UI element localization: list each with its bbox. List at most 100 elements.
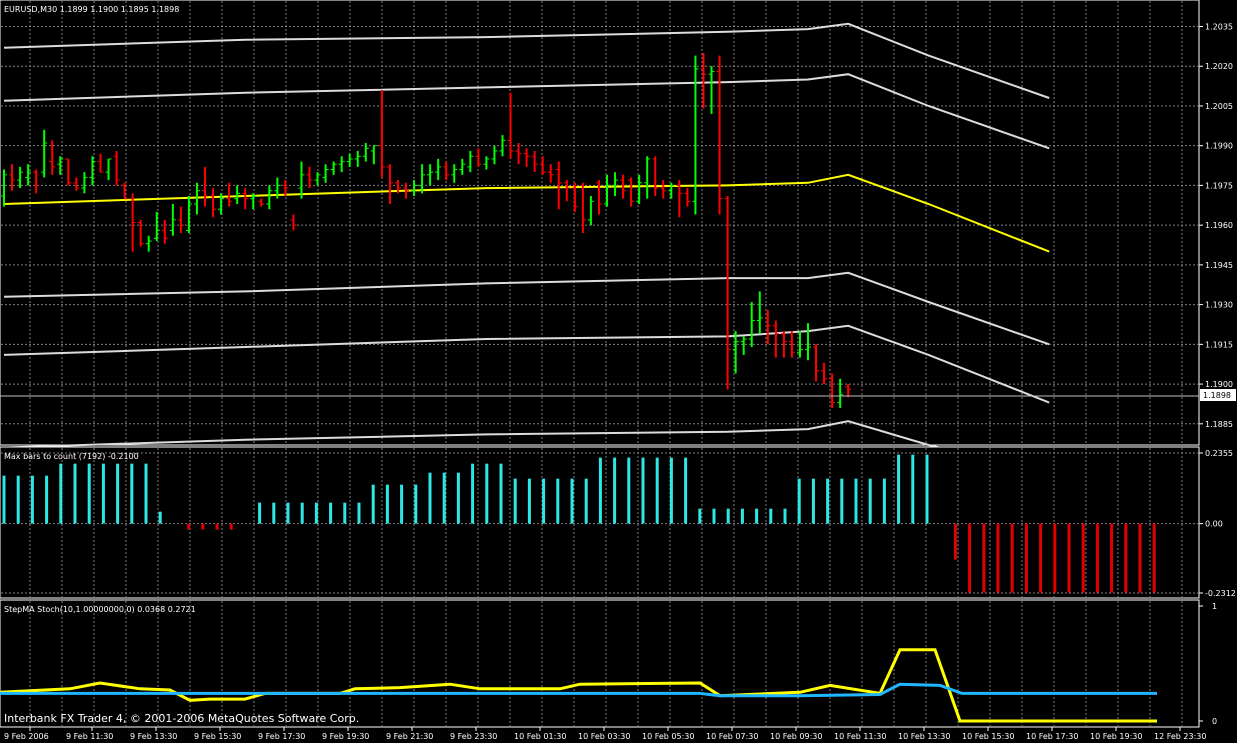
price-panel[interactable]: EURUSD,M30 1.1899 1.1900 1.1895 1.1898 (0, 0, 1200, 476)
ohlc-bar (499, 135, 506, 157)
ohlc-bar (290, 214, 297, 231)
ohlc-bar (378, 90, 385, 178)
ohlc-bar (161, 219, 168, 244)
ohlc-bar (796, 331, 803, 358)
ohlc-bar (9, 164, 16, 191)
ohlc-bar (65, 158, 72, 186)
ohlc-bar (177, 206, 184, 234)
ohlc-bar (403, 182, 409, 199)
stoch-panel[interactable]: StepMA Stoch(10,1.00000000,0) 0.0368 0.2… (0, 599, 1200, 728)
ohlc-bar (386, 164, 393, 204)
ohlc-bar (571, 182, 578, 212)
ohlc-bar (322, 164, 329, 183)
ohlc-bar (555, 161, 562, 210)
ohlc-bar (411, 180, 418, 197)
time-tick-label: 10 Feb 11:30 (834, 732, 886, 741)
time-tick-label: 9 Feb 17:30 (258, 732, 305, 741)
time-tick-label: 9 Feb 19:30 (322, 732, 369, 741)
ohlc-bar (845, 384, 852, 398)
ohlc-bar (105, 158, 112, 181)
ohlc-bar (17, 166, 24, 189)
price-tick-label: 1.2005 (1205, 102, 1233, 111)
histogram-bars (2, 454, 1156, 593)
stoch-lines (0, 648, 1157, 723)
ohlc-bar (515, 143, 522, 165)
ohlc-bar (595, 180, 602, 215)
histogram-tick-label: 0.2355 (1205, 449, 1233, 458)
ohlc-bar (443, 161, 450, 181)
price-tick-label: 1.1990 (1205, 142, 1233, 151)
ohlc-bar (314, 172, 321, 186)
ohlc-bar (676, 180, 683, 218)
ohlc-bar (684, 188, 691, 207)
copyright-text: Interbank FX Trader 4, © 2001-2006 MetaQ… (4, 712, 359, 725)
ohlc-bar (435, 158, 442, 181)
time-tick-label: 10 Feb 17:30 (1026, 732, 1078, 741)
ohlc-bar (427, 164, 434, 186)
time-tick-label: 10 Feb 07:30 (706, 732, 758, 741)
ohlc-bar (837, 378, 844, 408)
ohlc-bar (788, 331, 795, 358)
ohlc-bar (821, 362, 828, 385)
histogram-tick-label: 0.00 (1205, 520, 1223, 529)
ohlc-bar (451, 164, 458, 183)
ohlc-bar (346, 153, 353, 167)
ohlc-bar (740, 336, 747, 355)
histogram-panel[interactable]: Max bars to count (7192) -0.2100 (0, 446, 1200, 599)
price-tick-label: 1.1930 (1205, 301, 1233, 310)
ohlc-bar (483, 156, 490, 170)
ohlc-bar (274, 177, 281, 199)
time-tick-label: 10 Feb 19:30 (1090, 732, 1142, 741)
ohlc-bar (563, 180, 570, 202)
ohlc-bar (226, 182, 233, 207)
price-axis: 1.2035 1.2020 1.2005 1.1990 1.1975 1.1960 1.19… (1199, 22, 1233, 429)
time-tick-label: 10 Feb 03:30 (578, 732, 630, 741)
current-price-label: 1.1898 (1200, 389, 1236, 401)
ohlc-bar (612, 172, 619, 197)
ohlc-bar (306, 166, 313, 189)
ohlc-bar (700, 52, 707, 109)
ohlc-bar (1, 169, 7, 207)
price-panel-frame (0, 0, 1200, 446)
ohlc-bar (813, 344, 820, 382)
time-tick-label: 12 Feb 23:30 (1154, 732, 1206, 741)
current-price-text: 1.1898 (1203, 391, 1231, 400)
ohlc-bar (354, 150, 361, 167)
ohlc-bar (652, 156, 659, 197)
ohlc-bar (547, 164, 554, 183)
ohlc-bar (202, 166, 208, 207)
time-tick-label: 9 Feb 11:30 (66, 732, 113, 741)
ohlc-bar (193, 182, 200, 215)
ohlc-bar (49, 140, 56, 175)
ohlc-bar (829, 373, 836, 408)
ohlc-bar (467, 150, 474, 173)
time-tick-label: 9 Feb 21:30 (386, 732, 433, 741)
ohlc-bar (636, 174, 643, 204)
ohlc-bar (89, 156, 96, 186)
ohlc-bar (169, 203, 176, 236)
time-tick-label: 10 Feb 09:30 (770, 732, 822, 741)
envelope-band-line (3, 73, 1050, 150)
envelope-band-line (3, 271, 1050, 346)
time-axis: 9 Feb 2006 9 Feb 11:30 9 Feb 13:30 9 Feb 15… (4, 727, 1206, 741)
time-tick-label: 10 Feb 01:30 (514, 732, 566, 741)
time-tick-label: 9 Feb 23:30 (450, 732, 497, 741)
ohlc-bar (579, 182, 586, 234)
ohlc-bar (81, 172, 88, 194)
ohlc-bar (137, 219, 144, 247)
ohlc-bar (507, 92, 514, 159)
ohlc-bar (218, 193, 225, 215)
stoch-title: StepMA Stoch(10,1.00000000,0) 0.0368 0.2… (4, 605, 196, 614)
stoch-axis: 10 (1199, 602, 1217, 726)
price-tick-label: 1.1900 (1205, 380, 1233, 389)
ohlc-bar (370, 145, 377, 165)
histogram-axis: 0.2355 0.00 -0.2312 (1199, 449, 1236, 598)
ohlc-bar (419, 164, 426, 194)
time-tick-label: 10 Feb 05:30 (642, 732, 694, 741)
ohlc-bar (185, 196, 192, 234)
ohlc-bar (708, 66, 715, 114)
ohlc-bar (780, 331, 787, 358)
price-panel-title: EURUSD,M30 1.1899 1.1900 1.1895 1.1898 (4, 5, 179, 14)
histogram-grid (1, 448, 1198, 597)
